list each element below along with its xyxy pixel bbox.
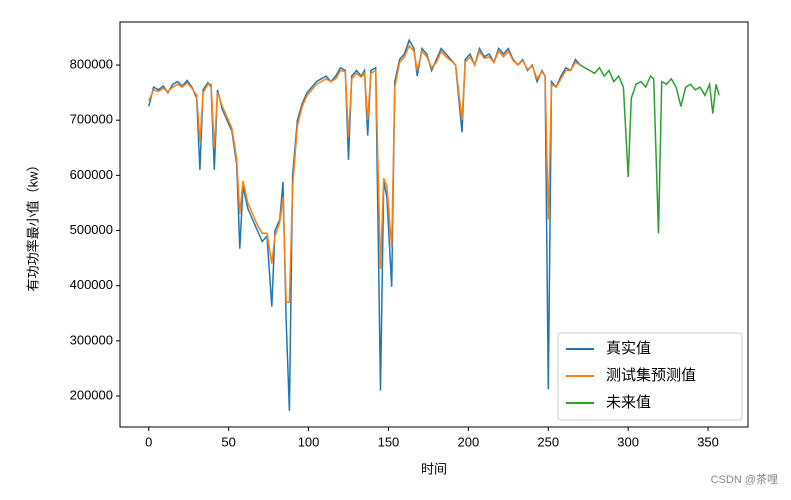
line	[148, 44, 581, 303]
y-axis-label: 有功功率最小值（kw）	[25, 159, 40, 292]
x-tick-label: 100	[298, 434, 320, 449]
line	[148, 38, 581, 411]
legend-label: 真实值	[606, 339, 651, 357]
y-tick-label: 400000	[70, 277, 113, 292]
y-tick-label: 500000	[70, 222, 113, 237]
y-tick-label: 700000	[70, 112, 113, 127]
x-tick-label: 200	[458, 434, 480, 449]
legend-box	[557, 332, 743, 421]
x-tick-label: 0	[145, 434, 152, 449]
x-tick-label: 150	[378, 434, 400, 449]
legend-label: 测试集预测值	[606, 367, 696, 384]
y-tick-label: 800000	[70, 56, 113, 71]
y-tick-label: 300000	[70, 332, 113, 347]
x-tick-label: 250	[537, 434, 559, 449]
x-tick-label: 50	[221, 434, 235, 449]
watermark: CSDN @茶哩	[711, 473, 778, 486]
legend-label: 未来值	[606, 394, 651, 411]
y-tick-label: 200000	[70, 387, 113, 402]
x-axis-label: 时间	[421, 461, 447, 476]
y-tick-label: 600000	[70, 167, 113, 182]
x-tick-label: 350	[697, 434, 719, 449]
plot-frame	[119, 21, 749, 428]
line	[579, 64, 720, 234]
x-tick-label: 300	[617, 434, 639, 449]
